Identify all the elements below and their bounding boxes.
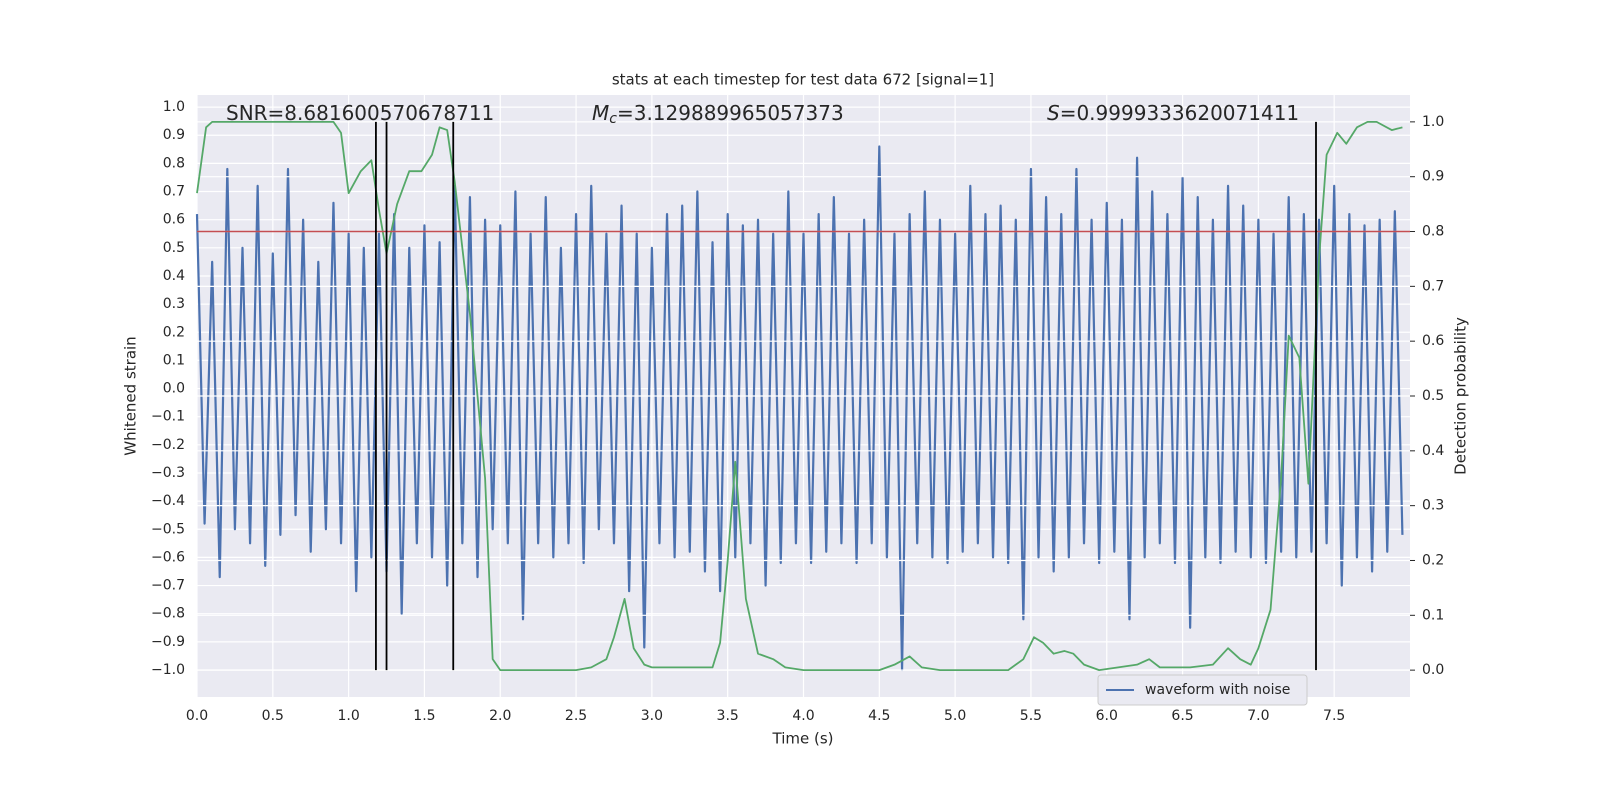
- marks: [195, 145, 1404, 672]
- x-axis-label: Time (s): [772, 730, 834, 748]
- y2-axis-label: Detection probability: [1452, 317, 1470, 475]
- overlay: [196, 120, 1410, 672]
- annotation-text: =0.9999333620071411: [1060, 101, 1299, 125]
- x-tick-label: 3.0: [641, 708, 663, 724]
- y2-tick-label: 0.5: [1422, 388, 1444, 404]
- y-tick-label: −0.5: [151, 521, 185, 537]
- y2-tick-label: 0.9: [1422, 169, 1444, 185]
- y-tick-label: 0.0: [163, 381, 185, 397]
- x-tick-label: 4.5: [868, 708, 890, 724]
- annotation-text: SNR=8.681600570678711: [226, 101, 494, 125]
- y2-tick-label: 0.7: [1422, 278, 1444, 294]
- y-tick-label: −0.8: [151, 606, 185, 622]
- annotation: S=0.9999333620071411: [1047, 101, 1299, 125]
- x-tick-label: 0.5: [262, 708, 284, 724]
- annotation-text: =3.129889965057373: [617, 101, 844, 125]
- x-tick-label: 6.0: [1096, 708, 1118, 724]
- x-tick-label: 3.5: [717, 708, 739, 724]
- chart-title: stats at each timestep for test data 672…: [612, 71, 994, 89]
- y-tick-label: −0.3: [151, 465, 185, 481]
- legend-box: [1097, 674, 1308, 706]
- y-tick-label: 0.8: [163, 155, 185, 171]
- y-tick-label: 0.2: [163, 324, 185, 340]
- series-line: [195, 145, 1404, 672]
- y-tick-label: 0.5: [163, 240, 185, 256]
- y-tick-label: 0.9: [163, 127, 185, 143]
- y-tick-label: −0.9: [151, 634, 185, 650]
- x-tick-label: 1.0: [337, 708, 359, 724]
- x-tick-label: 0.0: [186, 708, 208, 724]
- y-tick-label: −1.0: [151, 662, 185, 678]
- x-tick-label: 6.5: [1171, 708, 1193, 724]
- x-tick-label: 4.0: [792, 708, 814, 724]
- y2-tick-label: 0.3: [1422, 498, 1444, 514]
- y2-tick-label: 0.2: [1422, 552, 1444, 568]
- y2-tick-label: 0.6: [1422, 333, 1444, 349]
- y2-tick-label: 0.8: [1422, 224, 1444, 240]
- x-tick-label: 2.5: [565, 708, 587, 724]
- x-tick-label: 7.5: [1323, 708, 1345, 724]
- x-tick-label: 5.0: [944, 708, 966, 724]
- annotation-symbol: M: [592, 101, 609, 125]
- series-line: [196, 120, 1403, 672]
- x-tick-label: 5.5: [1020, 708, 1042, 724]
- y-tick-label: −0.6: [151, 549, 185, 565]
- annotation-symbol: S: [1047, 101, 1060, 125]
- y-tick-label: 0.4: [163, 268, 185, 284]
- x-tick-label: 7.0: [1247, 708, 1269, 724]
- y-tick-label: 1.0: [163, 99, 185, 115]
- legend-label: waveform with noise: [1145, 682, 1290, 698]
- y-tick-label: 0.1: [163, 352, 185, 368]
- annotation: Mc=3.129889965057373: [592, 101, 844, 128]
- y-tick-label: −0.4: [151, 493, 185, 509]
- y2-tick-label: 0.1: [1422, 607, 1444, 623]
- annotation: SNR=8.681600570678711: [226, 101, 494, 125]
- y-tick-label: 0.7: [163, 184, 185, 200]
- y-tick-label: −0.2: [151, 437, 185, 453]
- y-axis-label: Whitened strain: [122, 336, 140, 455]
- x-tick-label: 1.5: [413, 708, 435, 724]
- y2-tick-label: 0.4: [1422, 443, 1444, 459]
- y-tick-label: 0.3: [163, 296, 185, 312]
- y-tick-label: −0.7: [151, 578, 185, 594]
- y2-tick-label: 0.0: [1422, 662, 1444, 678]
- y2-tick-label: 1.0: [1422, 114, 1444, 130]
- y-tick-label: −0.1: [151, 409, 185, 425]
- annotation-subscript: c: [609, 111, 617, 127]
- x-tick-label: 2.0: [489, 708, 511, 724]
- y-tick-label: 0.6: [163, 212, 185, 228]
